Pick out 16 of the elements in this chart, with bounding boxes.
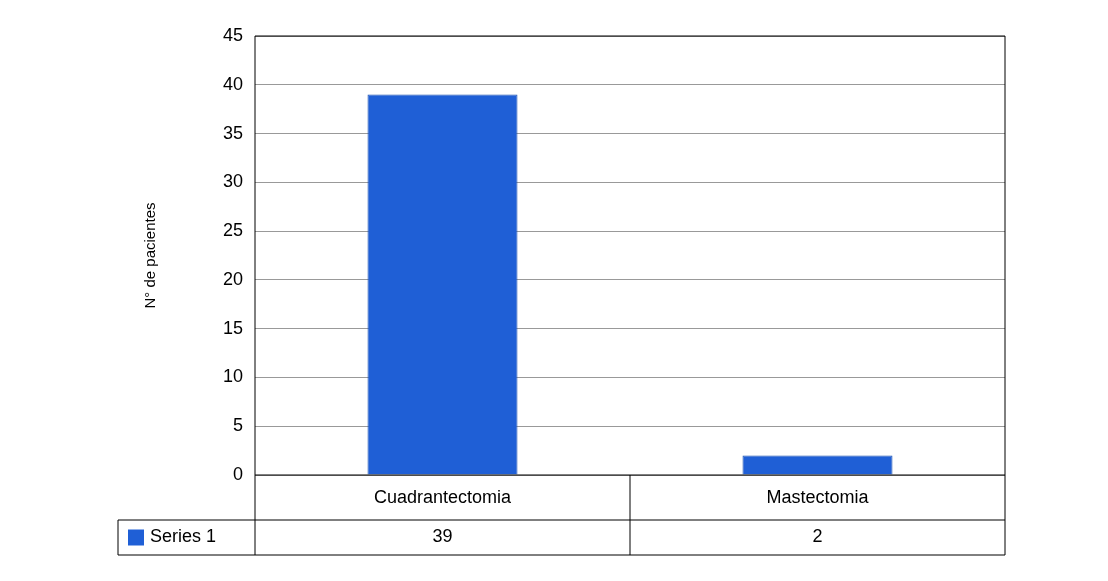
y-tick-label: 0 — [232, 463, 243, 484]
y-tick-label: 15 — [222, 317, 243, 338]
y-tick-label: 5 — [232, 415, 243, 436]
y-tick-label: 25 — [222, 220, 243, 241]
y-axis-title: N° de pacientes — [141, 202, 159, 309]
y-tick-label: 20 — [222, 268, 243, 289]
data-label: 39 — [432, 526, 453, 547]
x-tick-label: Cuadrantectomia — [373, 486, 513, 507]
y-tick-label: 30 — [222, 171, 243, 192]
y-tick-label: 40 — [222, 73, 243, 94]
x-tick-label: Mastectomia — [766, 486, 870, 507]
legend-label: Series 1 — [150, 526, 217, 547]
y-tick-label: 45 — [222, 24, 243, 45]
data-label: 2 — [812, 526, 823, 547]
y-tick-label: 10 — [222, 366, 243, 387]
y-tick-label: 35 — [222, 122, 243, 143]
